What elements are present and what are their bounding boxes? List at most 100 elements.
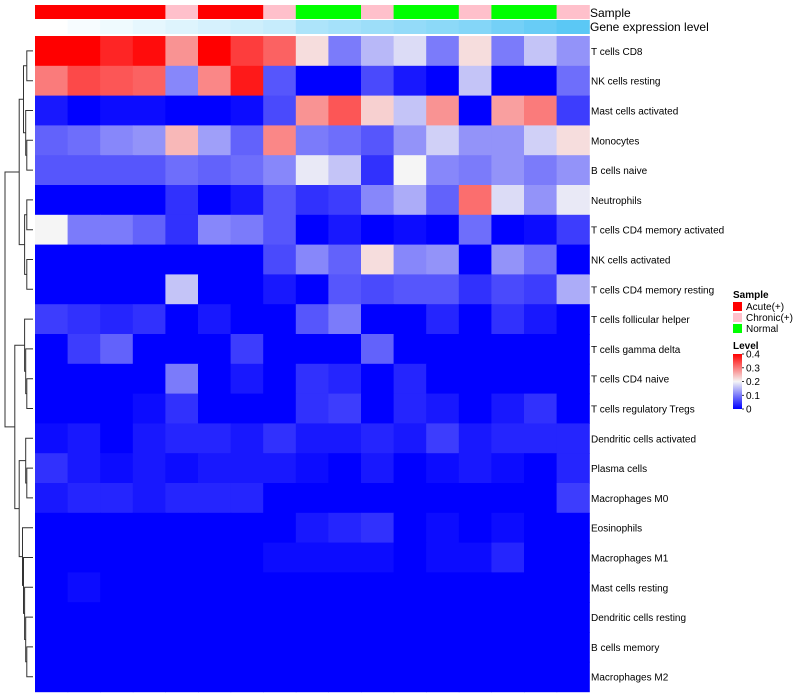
legend-sample-entries: Acute(+)Chronic(+)Normal [733,302,793,335]
row-label: Monocytes [591,136,639,147]
heatmap-cell [426,393,460,424]
dendrogram-branch [26,139,33,171]
heatmap-cell [35,185,69,216]
heatmap-cell [67,274,101,305]
heatmap-cell [198,572,232,603]
heatmap-cell [328,632,362,663]
heatmap-cell [230,65,264,97]
heatmap-cell [426,363,460,395]
heatmap-cell [361,483,395,514]
heatmap-cell [556,304,590,335]
row-label: NK cells activated [591,256,670,267]
heatmap-cell [295,661,329,693]
heatmap-cell [556,334,590,365]
annotation-sample-cell [393,5,427,19]
heatmap-cell [361,214,395,246]
heatmap-cell [100,274,134,305]
heatmap-cell [198,632,232,663]
heatmap-cells [35,36,590,693]
heatmap-cell [230,155,264,186]
legend-sample-label: Chronic(+) [746,313,793,324]
heatmap-cell [393,214,427,246]
heatmap-cell [263,572,297,603]
legend-sample-swatch [733,324,742,333]
annotation-gene-level-cell [230,20,264,34]
heatmap-cell [458,334,492,365]
heatmap-cell [67,393,101,424]
heatmap-cell [67,632,101,663]
heatmap-cell [132,423,166,454]
heatmap-cell [67,185,101,216]
row-labels: T cells CD8 NK cells resting Mast cells ac… [591,47,724,684]
dendrogram-branch [14,344,25,510]
heatmap-cell [230,453,264,484]
heatmap-cell [198,542,232,573]
heatmap-cell [100,512,134,544]
heatmap-cell [132,661,166,693]
heatmap-cell [165,274,199,305]
heatmap-cell [491,244,525,275]
heatmap-cell [263,632,297,663]
heatmap-cell [230,602,264,633]
heatmap-cell [35,602,69,633]
heatmap-cell [198,512,232,544]
heatmap-cell [393,632,427,663]
legend: Sample Acute(+)Chronic(+)Normal Level 0.… [733,290,793,416]
heatmap-cell [263,423,297,454]
heatmap-cell [67,542,101,573]
heatmap-cell [328,393,362,424]
annotation-sample-cell [361,5,395,19]
heatmap-cell [165,95,199,126]
heatmap-cell [458,483,492,514]
annotation-sample-cell [263,5,297,19]
heatmap-cell [458,602,492,633]
heatmap-cell [524,423,558,454]
heatmap-cell [524,572,558,603]
heatmap-cell [393,423,427,454]
heatmap-cell [132,304,166,335]
heatmap-cell [35,453,69,484]
heatmap-cell [230,244,264,275]
heatmap-cell [295,423,329,454]
heatmap-cell [198,363,232,395]
heatmap-cell [524,304,558,335]
heatmap-cell [100,363,134,395]
heatmap-cell [230,572,264,603]
heatmap-cell [361,244,395,275]
row-label: Macrophages M1 [591,554,669,565]
heatmap-cell [491,185,525,216]
heatmap-cell [328,125,362,156]
heatmap-cell [393,65,427,97]
heatmap-cell [263,185,297,216]
row-label: T cells CD4 naive [591,375,670,386]
row-label: T cells regulatory Tregs [591,405,695,416]
heatmap-cell [67,512,101,544]
dendrogram-branch [26,259,33,290]
heatmap-cell [458,155,492,186]
heatmap-cell [263,65,297,97]
heatmap-cell [100,155,134,186]
heatmap-cell [263,155,297,186]
heatmap-cell [132,602,166,633]
heatmap-cell [328,363,362,395]
heatmap-cell [67,483,101,514]
heatmap-cell [165,542,199,573]
heatmap-cell [295,334,329,365]
heatmap-cell [524,65,558,97]
heatmap-cell [491,274,525,305]
heatmap-cell [361,334,395,365]
heatmap-cell [67,95,101,126]
heatmap-cell [328,423,362,454]
heatmap-cell [491,304,525,335]
heatmap-cell [556,572,590,603]
legend-level-title: Level [733,341,759,352]
heatmap-cell [67,363,101,395]
heatmap-cell [556,95,590,126]
heatmap-cell [458,572,492,603]
heatmap-cell [361,125,395,156]
heatmap-cell [165,393,199,424]
legend-level-tick-label: 0.3 [746,363,760,374]
annotation-sample-cell [198,5,232,19]
row-label: T cells CD4 memory activated [591,226,724,237]
heatmap-cell [361,542,395,573]
